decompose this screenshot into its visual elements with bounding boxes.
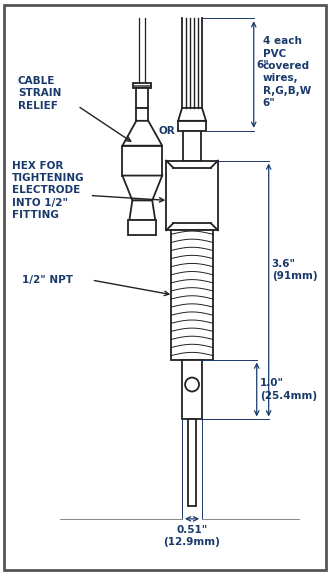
Polygon shape	[123, 175, 162, 201]
Text: CABLE
STRAIN
RELIEF: CABLE STRAIN RELIEF	[18, 76, 61, 111]
Bar	[128, 220, 156, 235]
Bar	[136, 88, 148, 108]
Bar	[133, 83, 151, 88]
Polygon shape	[123, 121, 162, 145]
Text: 1/2" NPT: 1/2" NPT	[22, 275, 73, 285]
Bar	[123, 145, 162, 175]
Bar	[182, 359, 202, 419]
Text: 1.0"
(25.4mm): 1.0" (25.4mm)	[260, 378, 317, 401]
Bar	[136, 108, 148, 121]
Text: HEX FOR
TIGHTENING
ELECTRODE
INTO 1/2"
FITTING: HEX FOR TIGHTENING ELECTRODE INTO 1/2" F…	[12, 160, 85, 220]
Bar	[183, 131, 201, 160]
Bar	[188, 419, 196, 506]
Polygon shape	[129, 201, 155, 220]
Text: 4 each
PVC
covered
wires,
R,G,B,W
6": 4 each PVC covered wires, R,G,B,W 6"	[263, 36, 311, 108]
Circle shape	[185, 378, 199, 392]
Text: OR: OR	[159, 126, 176, 136]
Text: 6": 6"	[257, 60, 270, 70]
Text: 3.6"
(91mm): 3.6" (91mm)	[272, 259, 317, 281]
Polygon shape	[178, 108, 206, 121]
Bar	[178, 121, 206, 131]
Text: 0.51"
(12.9mm): 0.51" (12.9mm)	[164, 524, 220, 547]
Bar	[171, 230, 213, 359]
Bar	[166, 160, 218, 230]
